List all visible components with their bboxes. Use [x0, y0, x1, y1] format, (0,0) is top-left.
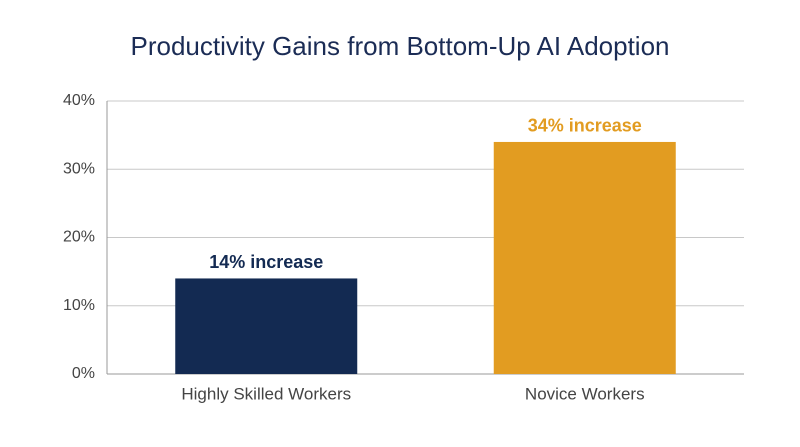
y-tick-label: 20%: [63, 229, 95, 246]
y-tick-label: 0%: [72, 365, 95, 382]
y-tick-label: 30%: [63, 160, 95, 177]
bar: [493, 141, 676, 374]
bar: [175, 278, 358, 374]
x-tick-label: Highly Skilled Workers: [181, 384, 351, 403]
x-tick-label: Novice Workers: [525, 384, 645, 403]
y-tick-label: 40%: [63, 92, 95, 109]
data-label: 34% increase: [528, 116, 642, 136]
y-tick-label: 10%: [63, 297, 95, 314]
chart-title: Productivity Gains from Bottom-Up AI Ado…: [130, 31, 669, 61]
data-label: 14% increase: [209, 252, 323, 272]
